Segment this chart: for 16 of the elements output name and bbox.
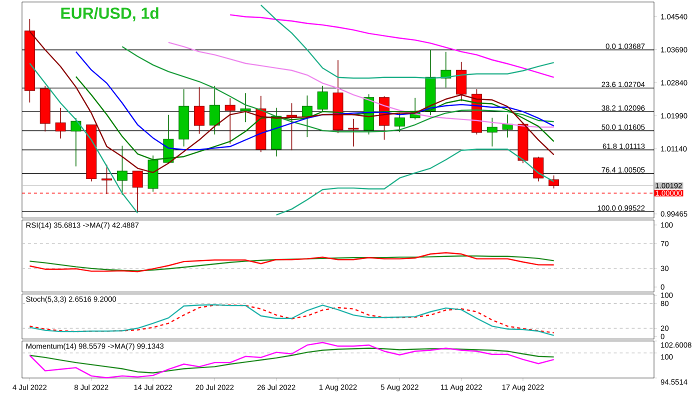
candlestick <box>240 92 251 123</box>
chart-title: EUR/USD, 1d <box>61 7 158 22</box>
candlestick <box>348 118 359 147</box>
candlestick <box>70 118 82 167</box>
candlestick <box>116 145 128 196</box>
candlestick <box>224 98 236 144</box>
candlestick <box>486 117 498 147</box>
candlestick <box>533 156 544 182</box>
candlestick <box>456 62 467 102</box>
candlestick <box>209 85 220 135</box>
candlestick <box>317 85 328 112</box>
candlestick <box>194 86 205 134</box>
candlestick <box>394 112 405 133</box>
candlestick <box>502 114 513 138</box>
candlestick <box>548 175 560 189</box>
candlestick <box>55 107 66 139</box>
